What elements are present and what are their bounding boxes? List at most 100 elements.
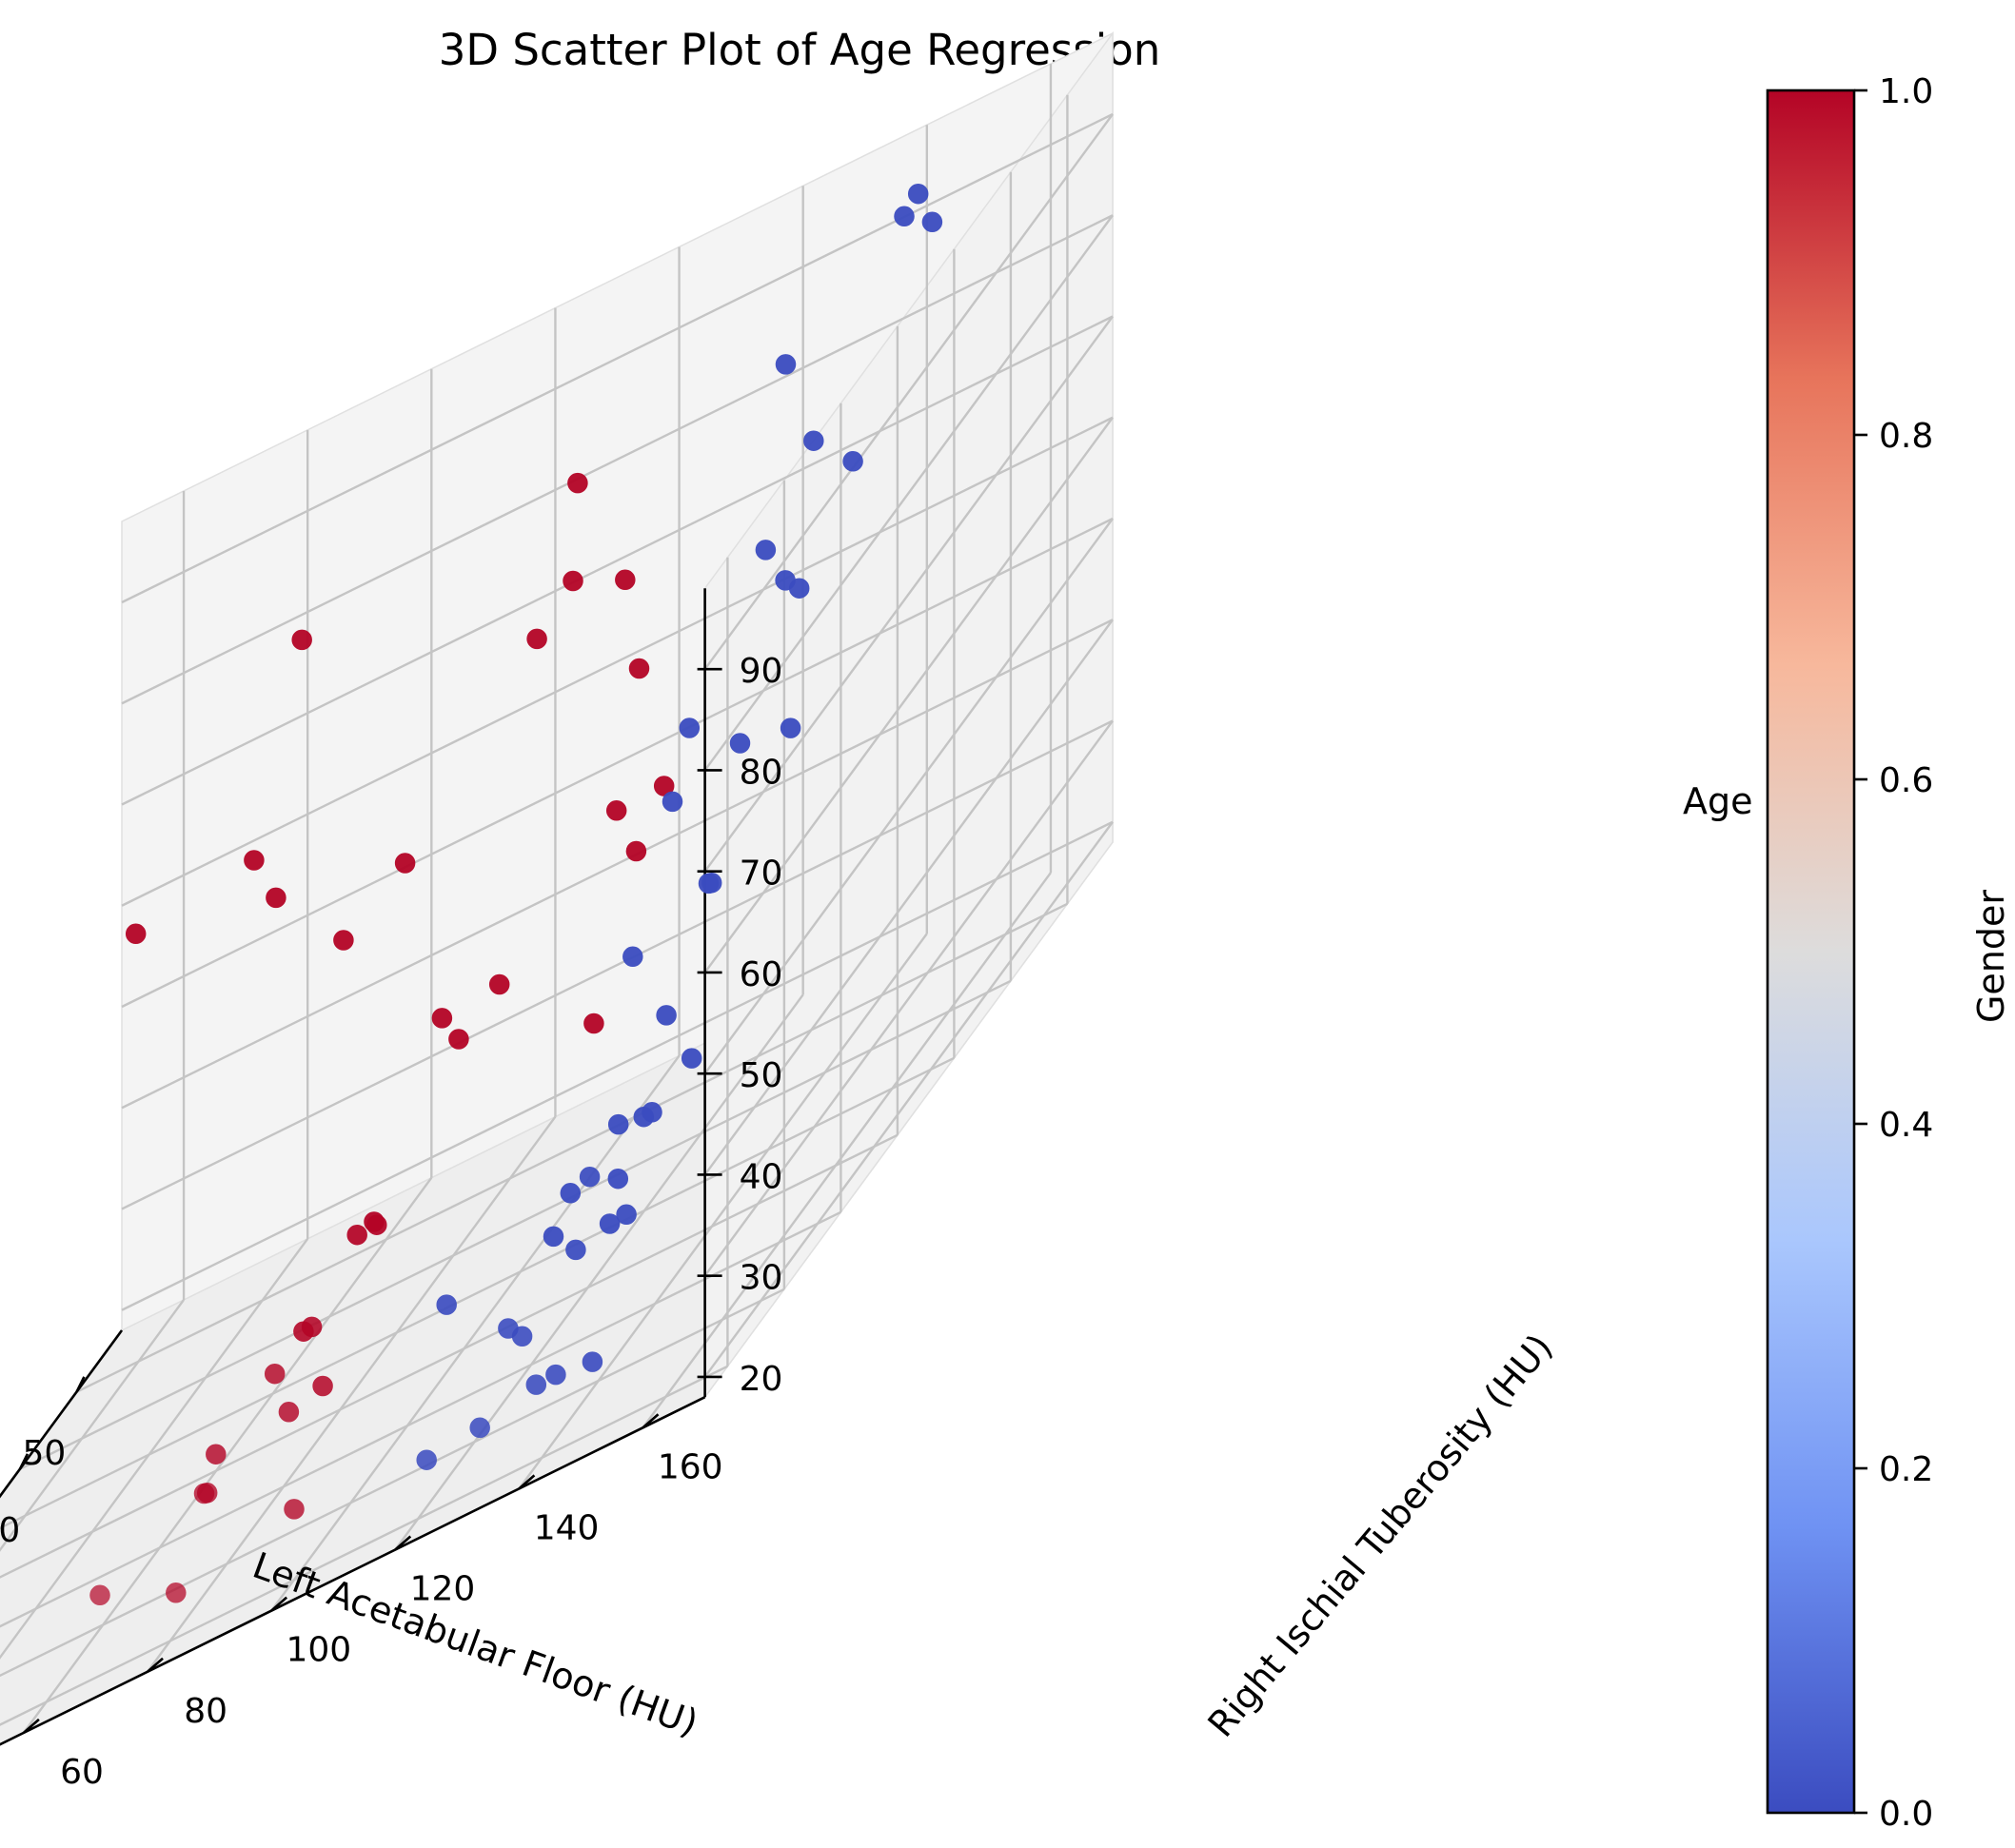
colorbar-tick-label: 0.2 (1879, 1450, 1933, 1489)
z-tick-label: 90 (740, 652, 783, 691)
chart-title: 3D Scatter Plot of Age Regression (439, 25, 1161, 75)
y-gridline-floor (394, 993, 804, 1551)
x-gridline-floor (75, 902, 1068, 1393)
x-gridline-floor (0, 1288, 785, 1678)
scatter-point (567, 472, 588, 494)
colorbar-tick-label: 0.0 (1879, 1795, 1933, 1834)
scatter-point (615, 569, 636, 591)
scatter-point (543, 1226, 564, 1248)
y-tick-label: 60 (60, 1753, 104, 1792)
z-tick-label: 60 (740, 955, 783, 994)
z-tick-label: 80 (740, 753, 783, 792)
scatter-point (607, 1113, 629, 1135)
x-tick-label: 100 (0, 1511, 20, 1550)
scatter-point (681, 1048, 702, 1069)
y-tick-mark (270, 1596, 288, 1612)
y-tick-label: 120 (410, 1570, 476, 1609)
z-gridline-back (121, 619, 1114, 1110)
y-gridline-floor (270, 1054, 681, 1612)
scatter-points (89, 183, 943, 1606)
scatter-point (894, 206, 915, 227)
y-tick-mark (147, 1657, 164, 1673)
z-gridline-side (703, 315, 1114, 873)
colorbar-tick-label: 0.4 (1879, 1106, 1933, 1145)
y-gridline-floor (0, 1299, 186, 1552)
x-gridline-floor (0, 1210, 841, 1628)
scatter-point (193, 1483, 215, 1504)
scatter-point (333, 930, 354, 951)
scatter-point (545, 1364, 566, 1386)
scatter-point (679, 718, 701, 738)
scatter-point (729, 733, 751, 754)
z-gridline-back (121, 517, 1114, 1009)
scatter-point (469, 1417, 490, 1439)
z-tick-label: 20 (740, 1360, 783, 1399)
scatter-point (266, 887, 286, 909)
y-gridline-floor (147, 1115, 557, 1673)
y-gridline-floor (518, 933, 928, 1490)
x-gridline-floor (0, 1133, 899, 1579)
z-gridline-side (703, 518, 1114, 1074)
y-tick-label: 140 (534, 1508, 600, 1547)
y-tick-mark (23, 1718, 40, 1734)
scatter-point (394, 853, 416, 874)
x-gridline-floor (0, 1365, 728, 1726)
scatter-point (582, 1351, 603, 1372)
z-axis-label: Age (1683, 780, 1753, 822)
axes-lines (0, 588, 706, 1746)
y-tick-label: 160 (658, 1447, 723, 1486)
y-tick-mark (518, 1474, 536, 1490)
scatter-point (616, 1204, 637, 1226)
scatter-point (525, 1374, 547, 1395)
scatter-point (560, 1183, 582, 1204)
y-axis-line (0, 1396, 706, 1746)
scatter-point (125, 923, 147, 945)
scatter-point (653, 776, 675, 796)
scatter-point (579, 1166, 601, 1188)
z-gridline-side (703, 214, 1114, 772)
scatter-point (278, 1402, 300, 1423)
z-tick-label: 50 (740, 1056, 783, 1095)
scatter-point (583, 1012, 604, 1034)
scatter-point (526, 628, 547, 650)
scatter-point (166, 1583, 187, 1603)
scatter-point (605, 800, 627, 821)
scatter-point (625, 840, 647, 862)
y-tick-label: 80 (184, 1692, 227, 1731)
colorbar: 0.0 0.2 0.4 0.6 0.8 1.0 Gender (1766, 72, 2012, 1834)
colorbar-tick-label: 0.8 (1879, 417, 1933, 456)
axes-ticks: 5010015020025030035020406080100120140160… (0, 652, 783, 1792)
scatter-point (284, 1499, 305, 1520)
y-tick-mark (394, 1535, 412, 1551)
x-axis-line (0, 1329, 124, 1499)
scatter-point (842, 451, 863, 472)
y-tick-mark (642, 1413, 660, 1429)
y-gridline-floor (642, 872, 1052, 1428)
z-tick-label: 40 (740, 1157, 783, 1196)
scatter-point (436, 1294, 457, 1315)
scatter-point (511, 1326, 533, 1347)
scatter-point (244, 850, 265, 871)
z-tick-label: 30 (740, 1259, 783, 1298)
scatter-point (788, 578, 810, 599)
z-gridline-side (703, 619, 1114, 1176)
scatter-point (642, 1102, 662, 1123)
colorbar-tick-label: 1.0 (1879, 72, 1933, 111)
scatter-point (89, 1584, 110, 1606)
z-tick-label: 70 (740, 855, 783, 894)
scatter-point (622, 946, 643, 968)
scatter-point (416, 1449, 437, 1470)
scatter-point (628, 658, 650, 679)
colorbar-gradient (1766, 88, 1856, 1815)
scatter-point (662, 791, 683, 813)
colorbar-label: Gender (1970, 890, 2012, 1023)
z-gridline-side (703, 821, 1114, 1378)
scatter-point (366, 1214, 387, 1235)
x-tick-mark (18, 1453, 30, 1470)
z-gridline-back (121, 315, 1114, 806)
z-gridline-back (121, 719, 1114, 1210)
y-tick-label: 100 (286, 1631, 351, 1670)
scatter-point (488, 973, 510, 995)
x-tick-label: 50 (22, 1434, 66, 1473)
